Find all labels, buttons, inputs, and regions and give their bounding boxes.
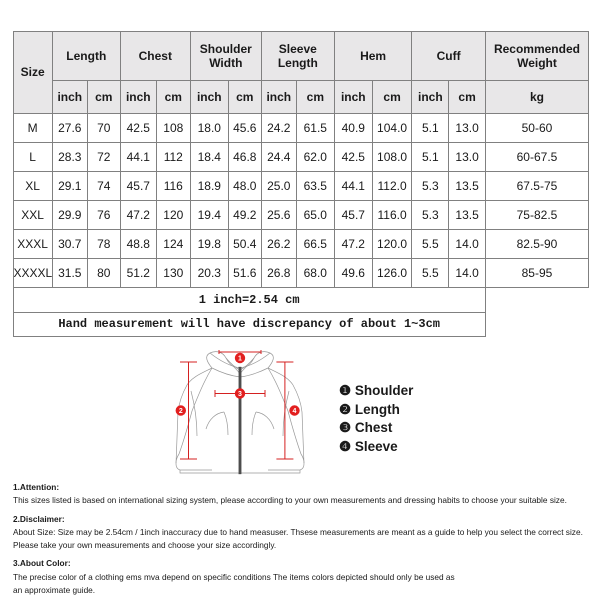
svg-text:4: 4 xyxy=(293,408,297,415)
svg-text:3: 3 xyxy=(238,391,242,398)
svg-text:1: 1 xyxy=(238,356,242,363)
svg-text:2: 2 xyxy=(179,408,183,415)
